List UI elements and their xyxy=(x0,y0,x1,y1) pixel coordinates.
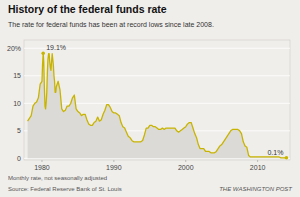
line xyxy=(28,53,287,158)
y-tick-label: 20% xyxy=(7,45,21,52)
title: History of the federal funds rate xyxy=(8,3,167,15)
annotation-dot xyxy=(41,51,45,55)
x-tick xyxy=(185,160,186,162)
y-tick-label: 15 xyxy=(13,72,21,79)
x-tick xyxy=(113,160,114,162)
annotation: 0.1% xyxy=(267,149,283,156)
footer-source: Source: Federal Reserve Bank of St. Loui… xyxy=(8,186,122,192)
annotation-dot xyxy=(285,156,289,160)
area xyxy=(28,53,287,158)
x-tick-label: 2010 xyxy=(250,164,266,171)
x-tick xyxy=(257,160,258,162)
chart: History of the federal funds rate The rat… xyxy=(0,0,300,197)
grid-line xyxy=(24,75,290,76)
y-tick-label: 10 xyxy=(13,100,21,107)
y-tick-label: 0 xyxy=(17,155,21,162)
x-tick xyxy=(41,160,42,162)
subtitle: The rate for federal funds has been at r… xyxy=(8,21,214,28)
y-tick-label: 5 xyxy=(17,127,21,134)
footer-note: Monthly rate, not seasonally adjusted xyxy=(8,175,107,181)
x-tick-label: 2000 xyxy=(178,164,194,171)
x-tick-label: 1990 xyxy=(106,164,122,171)
plot-frame xyxy=(24,40,290,160)
grid-line xyxy=(24,103,290,104)
plot-area xyxy=(28,51,289,159)
annotation: 19.1% xyxy=(46,44,66,51)
x-tick-label: 1980 xyxy=(34,164,50,171)
footer-credit: THE WASHINGTON POST xyxy=(219,186,293,192)
